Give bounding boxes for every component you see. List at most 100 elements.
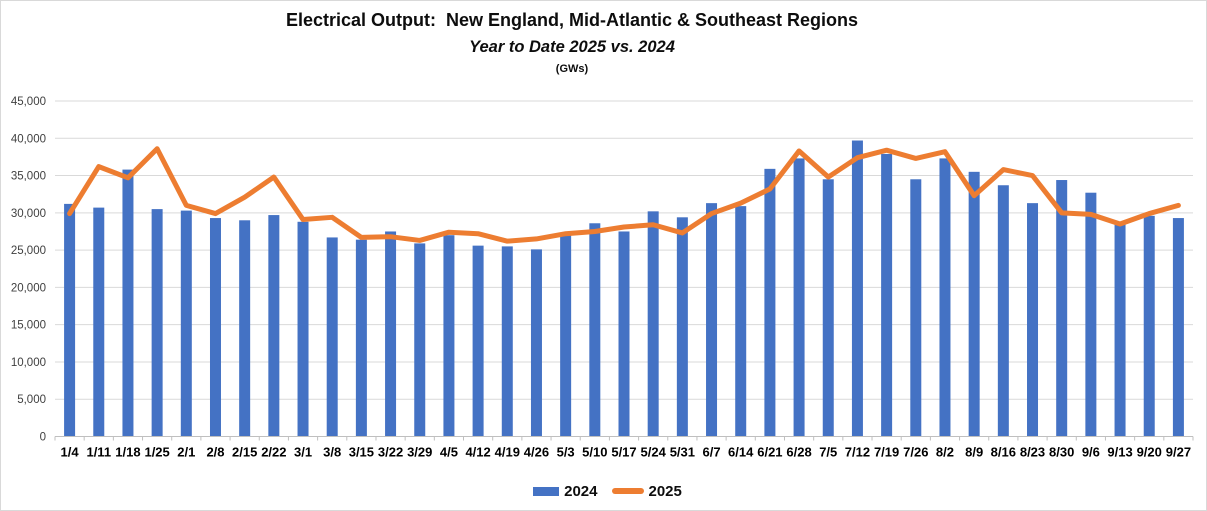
x-axis-tick-label: 8/9 — [965, 445, 983, 460]
bar-2024 — [764, 168, 776, 437]
x-axis-tick-label: 4/19 — [495, 445, 520, 460]
legend-swatch-2024-bar-icon — [533, 486, 560, 496]
bar-2024 — [239, 220, 251, 437]
x-axis-tick-label: 5/31 — [670, 445, 695, 460]
bar-2024 — [472, 245, 484, 437]
x-axis-tick-label: 8/23 — [1020, 445, 1045, 460]
x-axis-tick-label: 1/18 — [115, 445, 140, 460]
bar-2024 — [793, 158, 805, 437]
title-block: Electrical Output: New England, Mid-Atla… — [1, 7, 1143, 76]
x-axis-tick-label: 6/7 — [702, 445, 720, 460]
bar-2024 — [122, 169, 134, 437]
bar-2024 — [1143, 215, 1155, 437]
x-axis-tick-label: 5/24 — [641, 445, 667, 460]
legend-item-2025: 2025 — [611, 482, 682, 500]
x-axis-tick-label: 1/25 — [144, 445, 169, 460]
bar-2024 — [1085, 192, 1097, 437]
x-axis-tick-label: 5/17 — [611, 445, 636, 460]
bar-2024 — [968, 171, 980, 437]
x-axis-tick-label: 9/27 — [1166, 445, 1191, 460]
y-axis-tick-label: 45,000 — [11, 96, 46, 108]
x-axis-tick-label: 4/12 — [465, 445, 490, 460]
y-axis-tick-label: 40,000 — [11, 133, 46, 145]
bar-2024 — [560, 232, 572, 437]
y-axis-tick-label: 0 — [40, 432, 46, 444]
x-axis-tick-label: 8/2 — [936, 445, 954, 460]
bar-2024 — [706, 203, 718, 437]
bar-2024 — [414, 243, 426, 437]
bar-2024 — [997, 185, 1009, 437]
x-axis-tick-label: 2/15 — [232, 445, 257, 460]
bar-2024 — [151, 209, 163, 437]
legend: 2024 2025 — [9, 480, 1206, 502]
y-axis-tick-label: 10,000 — [11, 357, 46, 369]
x-axis-tick-label: 9/6 — [1082, 445, 1100, 460]
x-axis-tick-label: 7/5 — [819, 445, 837, 460]
bar-2024 — [1114, 224, 1126, 437]
x-axis-tick-label: 9/20 — [1137, 445, 1162, 460]
x-axis-tick-label: 2/1 — [177, 445, 195, 460]
x-axis-tick-label: 1/4 — [61, 445, 80, 460]
bar-2024 — [297, 221, 309, 437]
bar-2024 — [589, 223, 601, 437]
bar-2024 — [501, 246, 513, 437]
bar-2024 — [1027, 203, 1039, 437]
bar-2024 — [647, 211, 659, 437]
line-2025 — [67, 146, 1181, 244]
x-axis-tick-label: 6/28 — [786, 445, 811, 460]
bar-2024 — [1056, 180, 1068, 437]
x-axis-tick-label: 2/22 — [261, 445, 286, 460]
chart-subtitle: Year to Date 2025 vs. 2024 — [469, 38, 675, 56]
x-axis-tick-label: 7/12 — [845, 445, 870, 460]
y-axis-tick-label: 35,000 — [11, 171, 46, 183]
x-axis-tick-label: 2/8 — [206, 445, 224, 460]
x-axis-tick-label: 4/26 — [524, 445, 549, 460]
bar-2024 — [530, 249, 542, 437]
x-axis-tick-label: 3/1 — [294, 445, 312, 460]
bar-2024 — [822, 179, 834, 437]
x-axis-tick-label: 6/21 — [757, 445, 782, 460]
x-axis-tick-label: 3/15 — [349, 445, 374, 460]
bar-2024 — [851, 140, 863, 437]
x-axis-tick-label: 7/26 — [903, 445, 928, 460]
bar-2024 — [180, 210, 192, 437]
legend-label-2025: 2025 — [648, 482, 682, 500]
x-axis-tick-label: 3/8 — [323, 445, 341, 460]
y-axis-tick-label: 30,000 — [11, 208, 46, 220]
bar-2024 — [676, 217, 688, 437]
chart-title: Electrical Output: New England, Mid-Atla… — [285, 10, 859, 30]
bar-2024 — [735, 206, 747, 437]
x-axis-tick-label: 3/29 — [407, 445, 432, 460]
bar-2024 — [881, 153, 893, 437]
bar-2024 — [93, 207, 105, 437]
y-axis-tick-label: 25,000 — [11, 245, 46, 257]
x-axis-tick-label: 3/22 — [378, 445, 403, 460]
bar-2024 — [939, 158, 951, 437]
x-axis-tick-label: 6/14 — [728, 445, 754, 460]
bar-2024 — [268, 215, 280, 437]
bar-2024 — [443, 235, 455, 437]
bar-2024 — [1172, 218, 1184, 437]
legend-swatch-2025-line-icon — [611, 488, 644, 494]
x-axis-tick-label: 8/16 — [991, 445, 1016, 460]
x-axis-tick-label: 8/30 — [1049, 445, 1074, 460]
bar-2024 — [910, 179, 922, 437]
x-axis-tick-label: 5/10 — [582, 445, 607, 460]
x-axis-tick-label: 5/3 — [557, 445, 575, 460]
x-axis-tick-label: 4/5 — [440, 445, 458, 460]
y-axis-tick-label: 5,000 — [17, 394, 46, 406]
x-axis-tick-label: 9/13 — [1107, 445, 1132, 460]
x-axis-tick-label: 7/19 — [874, 445, 899, 460]
legend-label-2024: 2024 — [564, 482, 598, 500]
x-axis-tick-label: 1/11 — [86, 445, 111, 460]
bar-2024 — [355, 239, 367, 437]
bar-2024 — [64, 203, 76, 437]
bar-2024 — [326, 237, 338, 437]
y-axis-tick-label: 15,000 — [11, 320, 46, 332]
legend-item-2024: 2024 — [533, 482, 598, 500]
bar-2024 — [618, 231, 630, 437]
bar-2024 — [385, 231, 397, 437]
bar-2024 — [209, 218, 221, 437]
